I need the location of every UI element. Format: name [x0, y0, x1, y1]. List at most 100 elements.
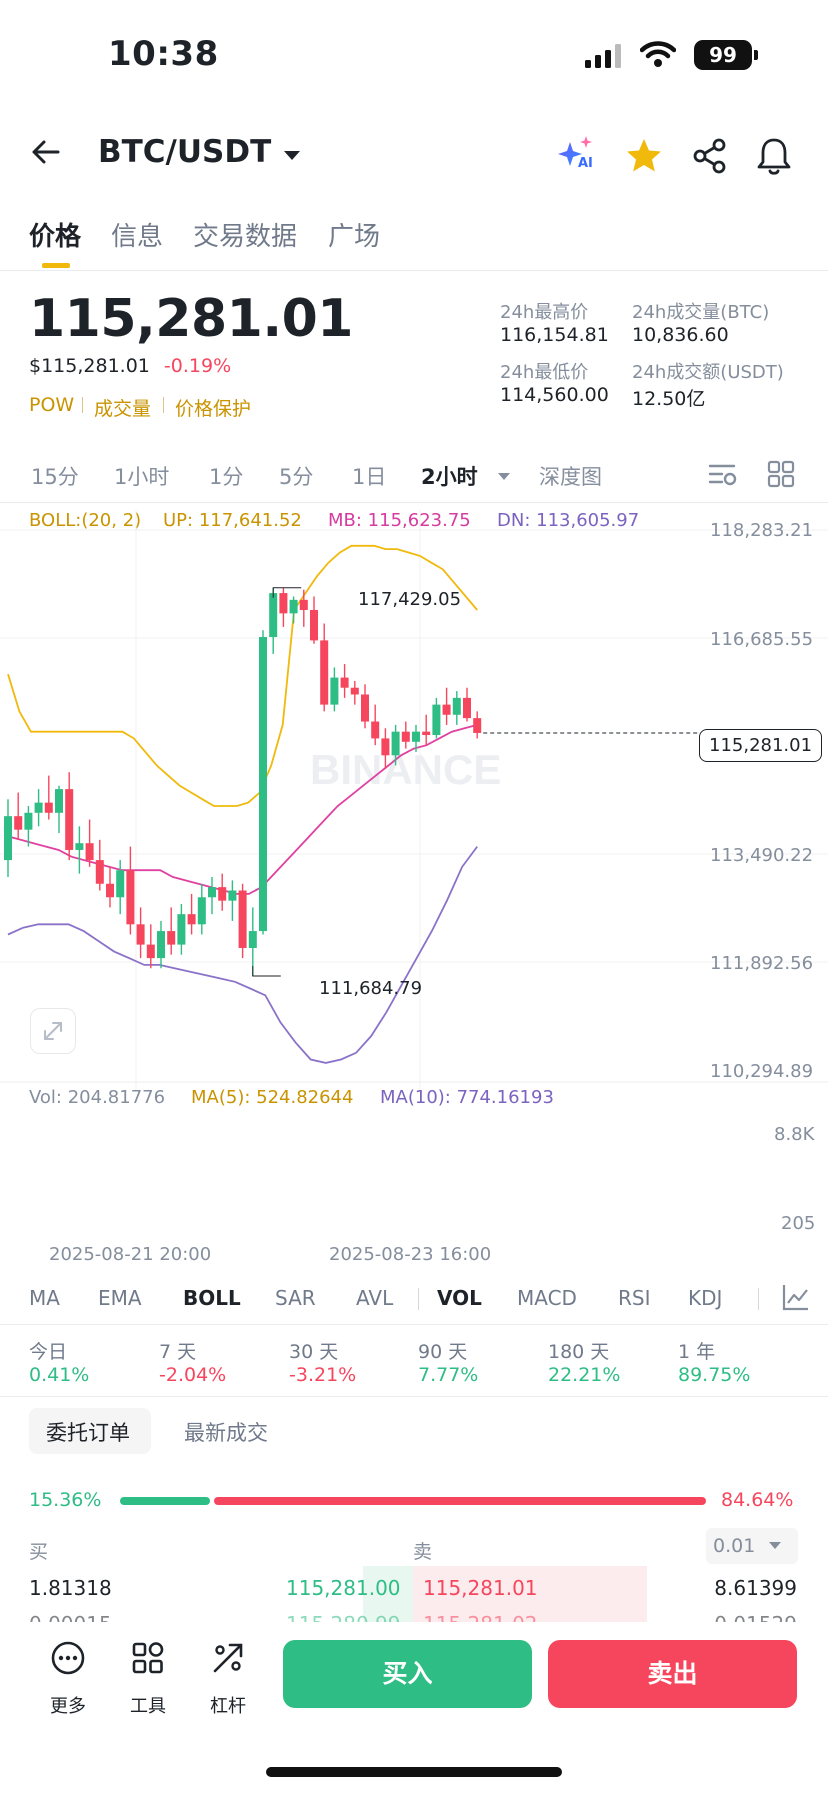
low-marker-label: 111,684.79: [319, 978, 423, 999]
chart-settings-icon[interactable]: [708, 460, 738, 492]
tab-trading-data[interactable]: 交易数据: [193, 222, 298, 252]
candle-body: [350, 687, 359, 695]
tag-volume[interactable]: 成交量: [94, 398, 152, 420]
x-tick: 2025-08-21 20:00: [49, 1244, 212, 1265]
layout-grid-icon[interactable]: [767, 460, 795, 492]
boll-lower-line: [7, 846, 478, 1064]
indicator-boll[interactable]: BOLL: [183, 1286, 241, 1310]
tab-orders[interactable]: [29, 1408, 151, 1454]
boll-upper-line: [7, 544, 478, 807]
usd-price: $115,281.01: [29, 355, 150, 377]
tools-button[interactable]: 工具: [118, 1640, 178, 1718]
indicator-ema[interactable]: EMA: [98, 1286, 142, 1310]
candle-body: [248, 931, 257, 948]
indicator-settings-icon[interactable]: [781, 1282, 811, 1316]
candle-body: [391, 731, 400, 756]
status-time: 10:38: [108, 34, 219, 74]
vol-y-tick: 8.8K: [774, 1124, 815, 1145]
low-value: 114,560.00: [500, 384, 609, 406]
divider: [0, 270, 828, 271]
indicator-ma[interactable]: MA: [29, 1286, 60, 1310]
caret-down-icon[interactable]: [282, 148, 302, 167]
x-tick: 2025-08-23 16:00: [329, 1244, 492, 1265]
boll-mb-value: MB: 115,623.75: [328, 510, 471, 531]
share-button[interactable]: [692, 138, 728, 178]
tools-label: 工具: [130, 1696, 166, 1717]
precision-value: 0.01: [713, 1535, 756, 1557]
interval-caret-icon[interactable]: [496, 468, 512, 487]
candle-body: [310, 609, 318, 641]
candle-body: [340, 677, 349, 688]
candle-body: [146, 944, 155, 959]
indicator-kdj[interactable]: KDJ: [688, 1286, 723, 1310]
leverage-icon: [213, 1643, 243, 1673]
y-tick: 113,490.22: [710, 845, 814, 866]
more-button[interactable]: 更多: [38, 1640, 98, 1718]
candle-body: [14, 816, 23, 830]
divider: [0, 1396, 828, 1397]
high-value: 116,154.81: [500, 324, 609, 346]
orderbook-row[interactable]: 0.00015 115,280.99 115,281.02 0.01529: [0, 1612, 828, 1622]
price-chart[interactable]: BINANCE: [0, 500, 828, 1090]
interval-2h[interactable]: 2小时: [421, 465, 478, 489]
sell-button[interactable]: 卖出: [548, 1640, 797, 1708]
interval-depth[interactable]: 深度图: [539, 465, 602, 489]
bid-qty: 1.81318: [29, 1576, 112, 1600]
candle-body: [177, 914, 186, 945]
indicator-avl[interactable]: AVL: [356, 1286, 394, 1310]
interval-1d[interactable]: 1日: [352, 465, 387, 489]
tab-underline: [42, 263, 70, 268]
tools-grid-icon: [132, 1642, 164, 1674]
tag-pow[interactable]: POW: [29, 394, 75, 416]
perf-label-180d: 180 天: [548, 1341, 610, 1363]
y-tick: 116,685.55: [710, 629, 814, 650]
vol-btc-label: 24h成交量(BTC): [632, 302, 770, 323]
tab-price[interactable]: 价格: [29, 222, 82, 252]
ai-button[interactable]: AI: [556, 134, 600, 178]
perf-value-1y: 89.75%: [678, 1364, 751, 1386]
back-button[interactable]: [28, 134, 68, 174]
precision-select[interactable]: 0.01: [706, 1528, 798, 1564]
fullscreen-button[interactable]: [30, 1008, 76, 1054]
bid-depth-bar: [363, 1566, 413, 1622]
ask-depth-bar: [413, 1566, 647, 1622]
perf-label-today: 今日: [29, 1341, 68, 1363]
candle-body: [442, 704, 451, 715]
candle-body: [34, 802, 43, 813]
share-icon: [693, 138, 726, 174]
candle-body: [95, 860, 104, 884]
expand-icon: [44, 1022, 62, 1040]
candle-body: [116, 870, 125, 898]
orderbook-row[interactable]: 1.81318 115,281.00 115,281.01 8.61399: [0, 1576, 828, 1602]
candle-body: [330, 677, 339, 705]
current-price-tag: 115,281.01: [699, 729, 823, 762]
buy-button[interactable]: 买入: [283, 1640, 532, 1708]
tab-info[interactable]: 信息: [111, 222, 164, 252]
indicator-rsi[interactable]: RSI: [618, 1286, 651, 1310]
interval-5m[interactable]: 5分: [279, 465, 314, 489]
interval-1m[interactable]: 1分: [209, 465, 244, 489]
favorite-button[interactable]: [624, 136, 664, 180]
buy-ratio-fill: [120, 1497, 210, 1505]
indicator-vol[interactable]: VOL: [437, 1286, 482, 1310]
candle-body: [238, 890, 247, 948]
high-marker-label: 117,429.05: [358, 589, 462, 610]
interval-15m[interactable]: 15分: [31, 465, 79, 489]
tag-price-protect[interactable]: 价格保护: [175, 398, 252, 420]
candle-body: [65, 789, 74, 850]
indicator-sar[interactable]: SAR: [275, 1286, 316, 1310]
tab-square[interactable]: 广场: [328, 222, 381, 252]
low-marker-line: [252, 966, 281, 977]
boll-dn-value: DN: 113,605.97: [497, 510, 640, 531]
ask-price: 115,281.01: [423, 1576, 538, 1600]
leverage-button[interactable]: 杠杆: [198, 1640, 258, 1718]
buy-sell-ratio-bar: [120, 1497, 706, 1505]
alert-button[interactable]: [756, 136, 792, 180]
tab-trades[interactable]: 最新成交: [184, 1421, 268, 1445]
pair-title[interactable]: BTC/USDT: [98, 134, 272, 170]
tab-orders-label[interactable]: 委托订单: [46, 1421, 130, 1445]
indicator-macd[interactable]: MACD: [517, 1286, 577, 1310]
candle-body: [167, 931, 176, 945]
interval-1h[interactable]: 1小时: [114, 465, 170, 489]
candle-body: [4, 816, 12, 861]
